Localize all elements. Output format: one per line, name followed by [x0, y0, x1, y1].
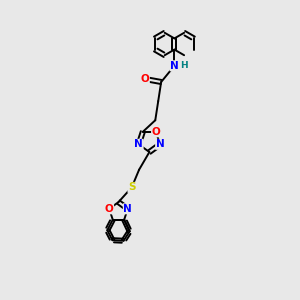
Text: N: N	[134, 139, 143, 149]
Text: S: S	[128, 182, 136, 192]
Text: O: O	[105, 204, 114, 214]
Text: O: O	[152, 127, 160, 137]
Text: N: N	[123, 204, 132, 214]
Text: N: N	[170, 61, 179, 71]
Text: O: O	[141, 74, 149, 84]
Text: H: H	[180, 61, 188, 70]
Text: N: N	[156, 139, 164, 149]
